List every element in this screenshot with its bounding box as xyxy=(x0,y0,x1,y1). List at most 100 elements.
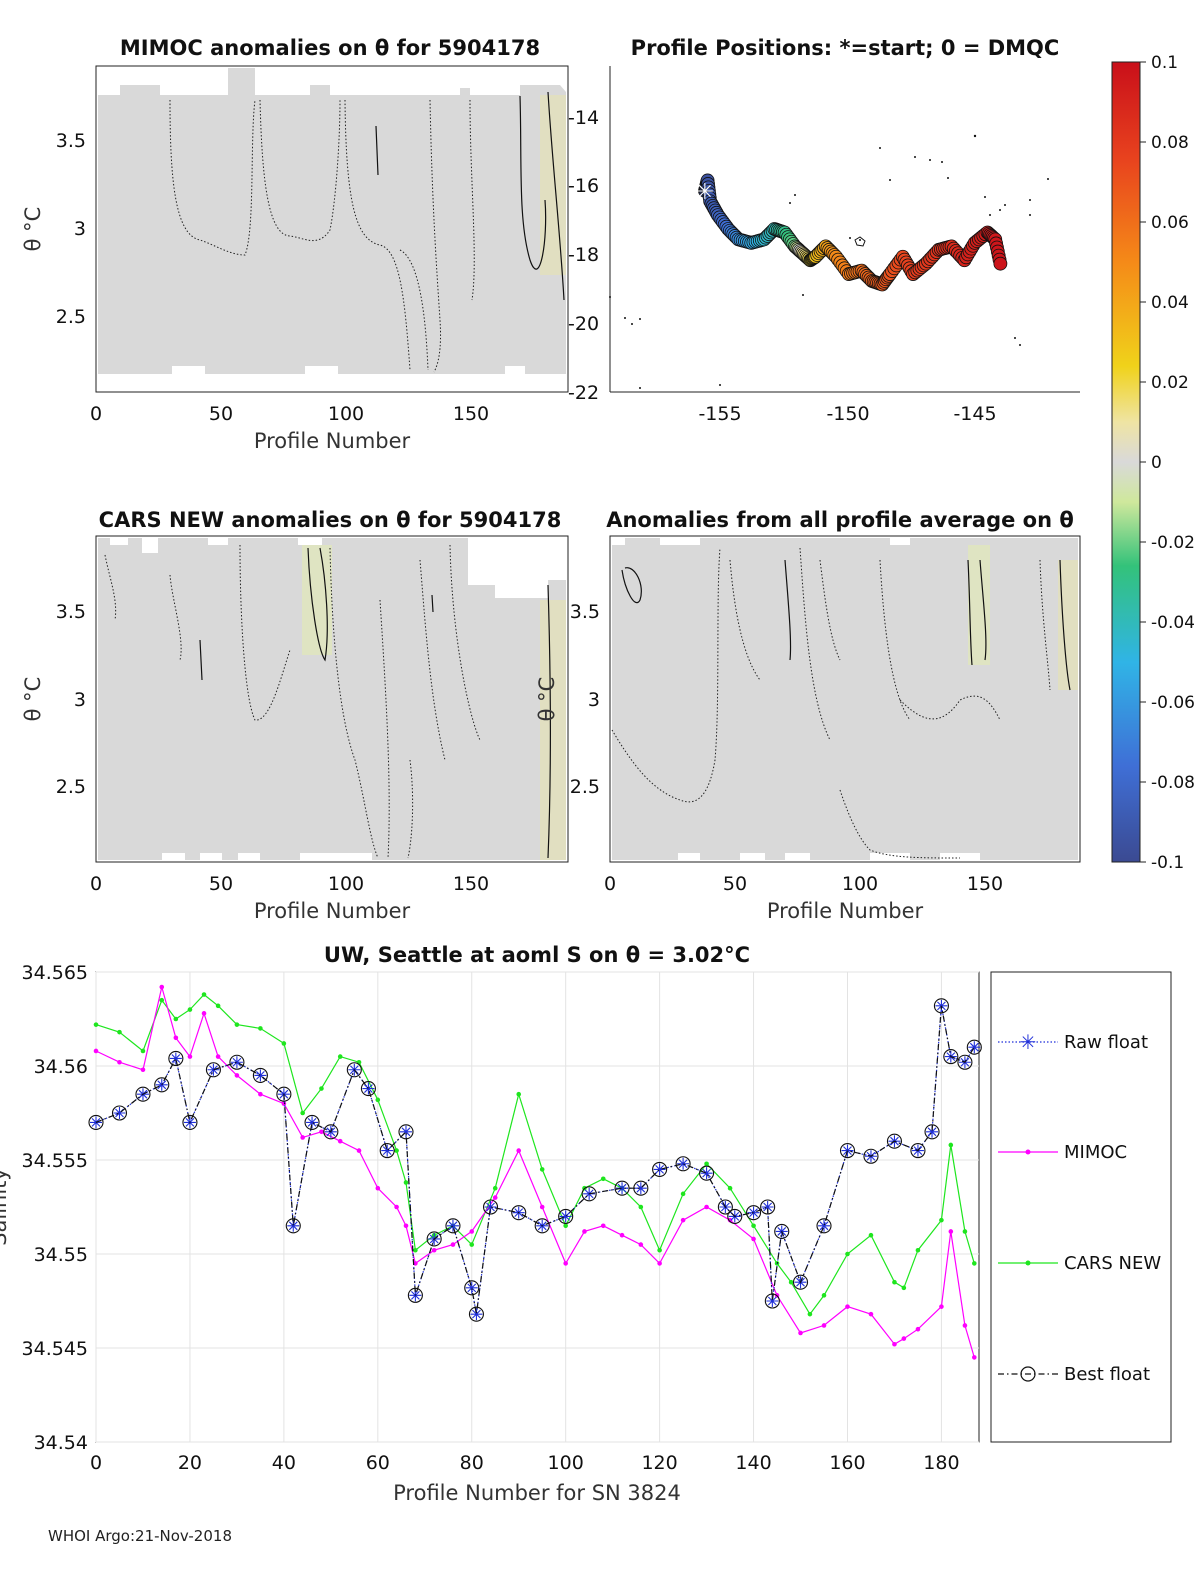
data-point-cars-new xyxy=(258,1026,263,1031)
data-point-mimoc xyxy=(939,1304,944,1309)
data-point-cars-new xyxy=(413,1247,418,1253)
data-point-cars-new xyxy=(563,1223,568,1229)
data-point-best-float xyxy=(468,1306,484,1322)
data-point-mimoc xyxy=(337,1138,343,1144)
profile-position-marker xyxy=(993,256,1008,271)
data-point-mimoc xyxy=(563,1261,568,1266)
data-point-cars-new xyxy=(201,992,207,997)
data-point-best-float xyxy=(205,1062,221,1078)
positions-ytick: -14 xyxy=(568,107,599,129)
cars-ytick: 3 xyxy=(74,689,86,711)
data-point-raw-float xyxy=(470,1308,483,1321)
mimoc-xtick: 50 xyxy=(209,403,233,425)
data-point-raw-float xyxy=(653,1163,666,1176)
data-point-best-float xyxy=(581,1186,597,1202)
cars-xtick: 50 xyxy=(209,873,233,895)
colorbar-tick-label: 0 xyxy=(1151,453,1162,473)
average-y-ticks: 3.5 3 2.5 xyxy=(570,601,600,798)
data-point-raw-float xyxy=(230,1056,243,1069)
data-point-mimoc xyxy=(140,1067,146,1073)
data-point-best-float xyxy=(379,1143,395,1159)
colorbar-tick-label: 0.08 xyxy=(1151,133,1189,153)
data-point-best-float xyxy=(863,1148,879,1164)
data-point-raw-float xyxy=(841,1144,854,1157)
data-point-mimoc xyxy=(821,1323,827,1328)
colorbar: 0.1 0.08 0.06 0.04 0.02 0 -0.02 -0.04 -0.06 -0.08… xyxy=(1111,53,1195,873)
data-point-best-float xyxy=(839,1143,856,1159)
data-point-cars-new xyxy=(704,1161,709,1167)
data-point-raw-float xyxy=(926,1125,939,1138)
data-point-mimoc xyxy=(901,1336,907,1341)
salinity-series xyxy=(88,984,982,1360)
cars-xlabel: Profile Number xyxy=(254,899,411,923)
data-point-raw-float xyxy=(287,1219,300,1232)
series-mimoc xyxy=(93,984,977,1360)
data-point-mimoc xyxy=(657,1261,662,1266)
cars-ytick: 2.5 xyxy=(56,776,86,798)
colorbar-tick-label: -0.02 xyxy=(1151,533,1195,553)
salinity-ytick: 34.545 xyxy=(22,1338,88,1360)
mimoc-solid-contours xyxy=(375,91,565,301)
data-point-cars-new xyxy=(516,1091,522,1097)
data-point-mimoc xyxy=(539,1204,545,1210)
average-positive-patch xyxy=(968,545,990,665)
average-ytick: 3 xyxy=(588,689,600,711)
footer-stamp: WHOI Argo:21-Nov-2018 xyxy=(48,1527,232,1545)
salinity-xtick: 120 xyxy=(641,1452,677,1474)
salinity-xtick: 0 xyxy=(90,1452,102,1474)
data-point-cars-new xyxy=(727,1185,733,1191)
data-point-cars-new xyxy=(281,1041,287,1046)
salinity-axes-box xyxy=(95,971,980,1443)
data-point-best-float xyxy=(168,1050,184,1067)
data-point-best-float xyxy=(111,1105,128,1121)
data-point-cars-new xyxy=(807,1311,813,1317)
data-point-raw-float xyxy=(155,1078,168,1091)
data-point-mimoc xyxy=(356,1148,362,1153)
average-xtick: 150 xyxy=(967,873,1003,895)
average-xtick: 50 xyxy=(723,873,747,895)
data-point-mimoc xyxy=(582,1229,587,1234)
data-point-raw-float xyxy=(700,1167,713,1180)
data-point-raw-float xyxy=(677,1157,690,1170)
data-point-best-float xyxy=(886,1133,903,1149)
colorbar-tick-label: -0.1 xyxy=(1151,853,1184,873)
salinity-xlabel: Profile Number for SN 3824 xyxy=(393,1481,681,1505)
data-point-raw-float xyxy=(616,1182,629,1195)
salinity-ytick: 34.56 xyxy=(34,1056,88,1078)
colorbar-tick-label: -0.08 xyxy=(1151,773,1195,793)
positions-xtick: -155 xyxy=(698,403,741,425)
data-point-mimoc xyxy=(892,1341,897,1347)
data-point-best-float xyxy=(426,1231,442,1247)
positions-panel: -14 -16 -18 -20 -22 -155 -150 -145 ✳ Pro… xyxy=(568,36,1080,425)
data-point-best-float xyxy=(675,1156,691,1172)
positions-ytick: -22 xyxy=(568,382,599,404)
series-best-float xyxy=(88,998,982,1322)
mimoc-ytick: 2.5 xyxy=(56,306,86,328)
salinity-ytick: 34.555 xyxy=(22,1150,88,1172)
data-point-mimoc xyxy=(201,1011,207,1016)
average-title: Anomalies from all profile average on θ xyxy=(606,508,1074,532)
data-point-mimoc xyxy=(300,1135,305,1140)
data-point-cars-new xyxy=(159,997,165,1003)
average-ylabel: θ °C xyxy=(535,677,559,722)
data-point-cars-new xyxy=(638,1204,644,1210)
salinity-ylabel: Salinity xyxy=(0,1168,11,1246)
colorbar-tick-label: -0.04 xyxy=(1151,613,1195,633)
data-point-raw-float xyxy=(484,1201,497,1213)
data-point-mimoc xyxy=(915,1326,921,1332)
average-xlabel: Profile Number xyxy=(767,899,924,923)
best-circle-icon xyxy=(1020,1366,1036,1382)
data-point-cars-new xyxy=(751,1223,756,1229)
data-point-cars-new xyxy=(319,1086,324,1091)
data-point-cars-new xyxy=(657,1247,662,1253)
data-point-raw-float xyxy=(761,1201,774,1213)
data-point-mimoc xyxy=(727,1217,733,1223)
raw-star-icon: ✳ xyxy=(1020,1030,1037,1054)
salinity-y-ticks: 34.565 34.56 34.555 34.55 34.545 34.54 xyxy=(22,962,88,1454)
data-point-best-float xyxy=(614,1180,630,1196)
average-panel: 0 50 100 150 3.5 3 2.5 Profile Number θ … xyxy=(535,508,1081,923)
salinity-xtick: 100 xyxy=(548,1452,584,1474)
data-point-raw-float xyxy=(399,1125,412,1138)
colorbar-ramp xyxy=(1111,61,1141,863)
salinity-grid xyxy=(95,971,979,1443)
